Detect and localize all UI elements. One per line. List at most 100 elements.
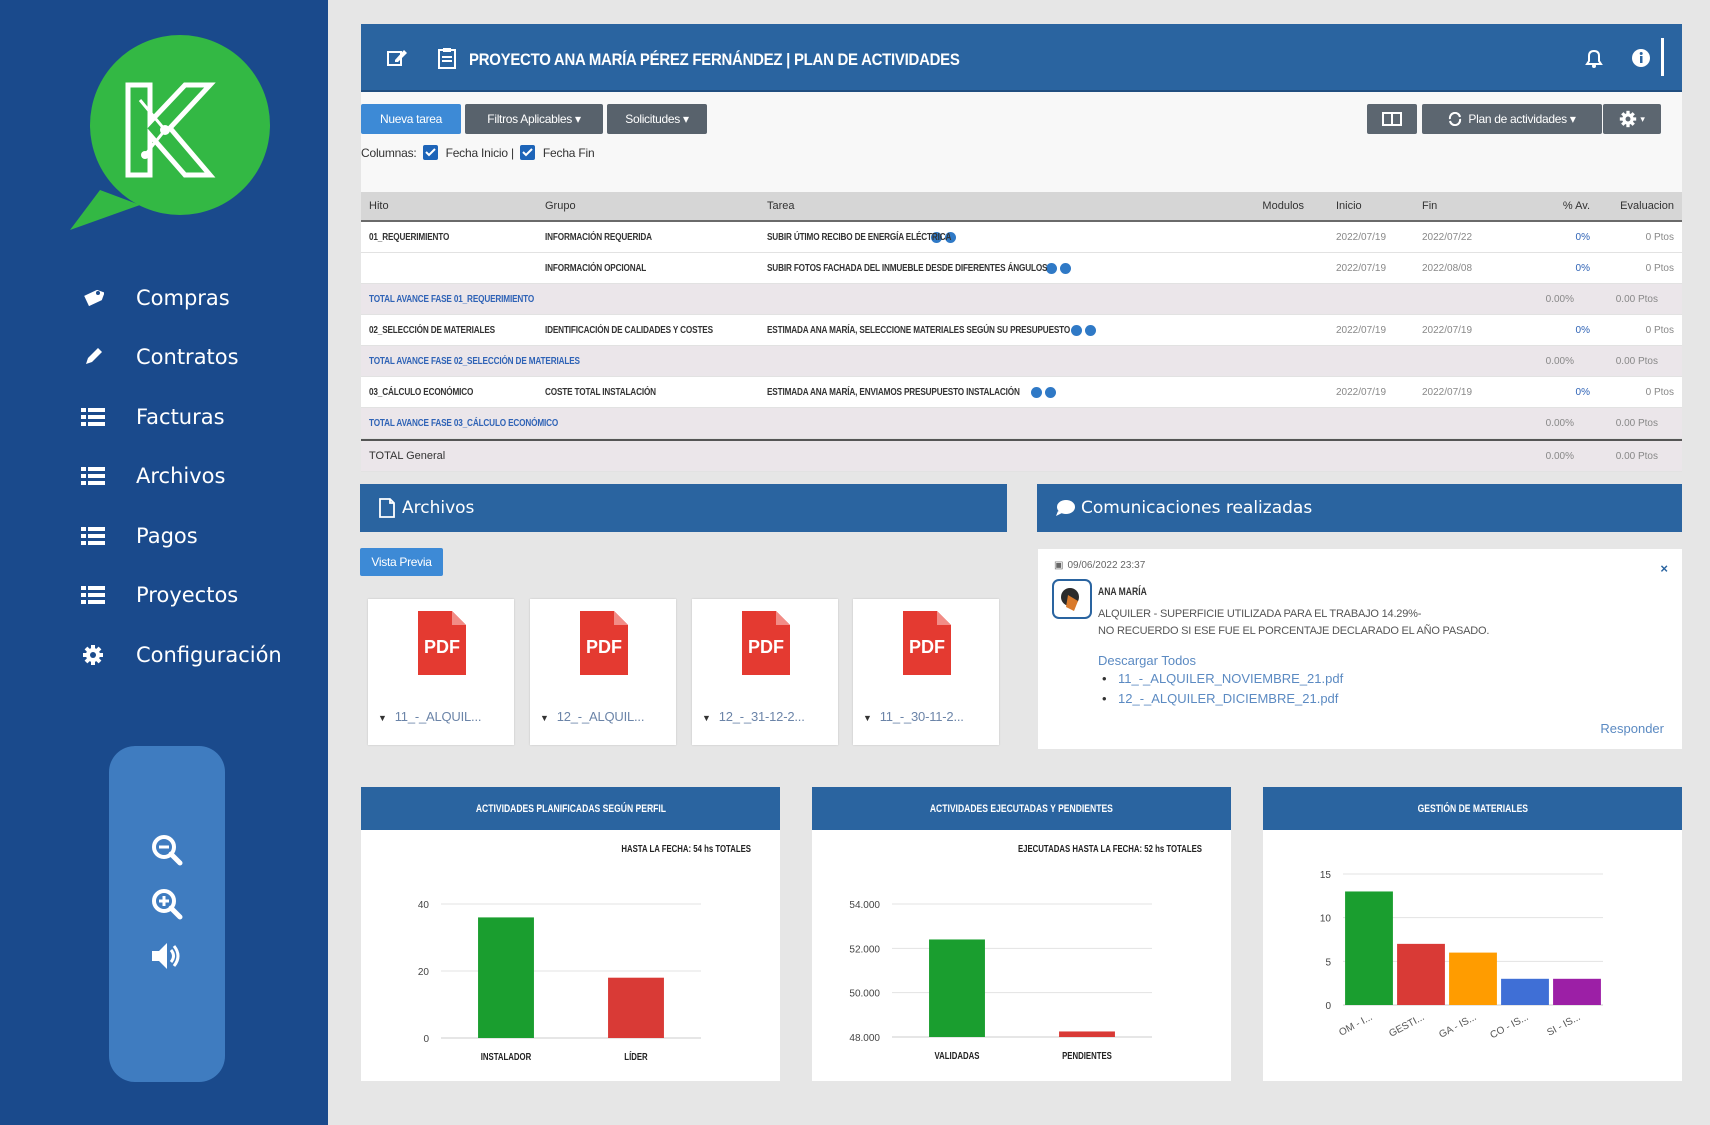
evaluation-cell: 0 Ptos (1645, 231, 1674, 243)
calendar-icon: ▣ (1054, 560, 1064, 571)
pen-icon (80, 344, 106, 370)
info-icon[interactable] (931, 231, 943, 243)
list-icon (80, 404, 106, 430)
column-header[interactable]: Modulos (1262, 200, 1304, 212)
requests-dropdown[interactable]: Solicitudes ▾ (607, 104, 707, 134)
file-name[interactable]: ▼ 12_-_31-12-2... (702, 709, 805, 724)
tarea-cell[interactable]: SUBIR FOTOS FACHADA DEL INMUEBLE DESDE D… (767, 262, 1048, 274)
file-card[interactable]: PDF ▼ 12_-_ALQUIL... (530, 599, 676, 745)
y-tick-label: 5 (1325, 957, 1331, 968)
close-icon[interactable]: × (1660, 561, 1668, 576)
info-icon[interactable] (1629, 46, 1653, 70)
plan-dropdown-label: Plan de actividades ▾ (1468, 112, 1576, 126)
sidebar-item-pagos[interactable]: Pagos (0, 506, 328, 566)
users-icon[interactable] (1084, 324, 1096, 336)
file-card[interactable]: PDF ▼ 11_-_ALQUIL... (368, 599, 514, 745)
table-row[interactable]: 01_REQUERIMIENTO INFORMACIÓN REQUERIDA S… (361, 222, 1682, 253)
progress-cell: 0% (1575, 231, 1590, 243)
sidebar-item-label: Pagos (136, 523, 198, 548)
file-name-label: 11_-_ALQUIL... (394, 709, 482, 724)
phase-total-label: TOTAL AVANCE FASE 02_SELECCIÓN DE MATERI… (369, 355, 580, 367)
fecha-inicio-checkbox[interactable] (422, 145, 438, 160)
chart-card: ACTIVIDADES PLANIFICADAS SEGÚN PERFIL HA… (361, 787, 780, 1081)
sidebar-item-configuracion[interactable]: Configuración (0, 625, 328, 685)
y-tick-label: 40 (418, 900, 430, 911)
y-tick-label: 15 (1320, 870, 1332, 881)
app-logo-icon (70, 35, 270, 230)
info-icon[interactable] (1031, 386, 1043, 398)
column-header[interactable]: Fin (1422, 200, 1438, 212)
communication-card: ▣ 09/06/2022 23:37 × ANA MARÍA ALQUILER -… (1038, 549, 1682, 749)
file-name[interactable]: ▼ 12_-_ALQUIL... (540, 709, 644, 724)
columns-icon (1382, 112, 1402, 126)
users-icon[interactable] (1060, 262, 1072, 274)
preview-button[interactable]: Vista Previa (360, 548, 443, 576)
sidebar-item-contratos[interactable]: Contratos (0, 328, 328, 388)
fecha-fin-checkbox[interactable] (519, 145, 535, 160)
chevron-down-icon: ▼ (378, 713, 387, 723)
sidebar-item-label: Compras (136, 285, 230, 310)
sidebar-item-compras[interactable]: Compras (0, 268, 328, 328)
info-icon[interactable] (1046, 262, 1058, 274)
settings-dropdown[interactable]: ▾ (1603, 104, 1661, 134)
file-card[interactable]: PDF ▼ 11_-_30-11-2... (853, 599, 999, 745)
edit-icon[interactable] (385, 46, 409, 70)
sidebar-item-archivos[interactable]: Archivos (0, 447, 328, 507)
chart-card: GESTIÓN DE MATERIALES 0 5 10 15 OM - I... GES… (1263, 787, 1682, 1081)
grupo-cell: INFORMACIÓN REQUERIDA (545, 231, 652, 243)
evaluation-cell: 0.00 Ptos (1615, 355, 1658, 367)
tarea-cell[interactable]: ESTIMADA ANA MARÍA, ENVIAMOS PRESUPUESTO… (767, 386, 1020, 398)
column-header[interactable]: Grupo (545, 200, 576, 212)
plan-dropdown[interactable]: Plan de actividades ▾ (1422, 104, 1602, 134)
message-line: ALQUILER - SUPERFICIE UTILIZADA PARA EL … (1098, 608, 1422, 620)
sidebar-item-label: Proyectos (136, 583, 239, 608)
x-tick-label: SI - IS... (1545, 1012, 1582, 1039)
reply-link[interactable]: Responder (1600, 721, 1664, 736)
tag-icon (80, 285, 106, 311)
download-all-link[interactable]: Descargar Todos (1098, 653, 1197, 668)
tarea-cell[interactable]: SUBIR ÚTIMO RECIBO DE ENERGÍA ELÉCTRICA (767, 231, 952, 243)
gear-icon (1620, 110, 1637, 128)
column-header[interactable]: Evaluacion (1620, 200, 1674, 212)
bar (1397, 943, 1445, 1005)
y-tick-label: 20 (418, 967, 430, 978)
chart-subtitle: HASTA LA FECHA: 54 hs TOTALES (621, 843, 751, 854)
chart-header: GESTIÓN DE MATERIALES (1263, 787, 1682, 830)
users-icon[interactable] (1045, 386, 1057, 398)
column-header[interactable]: Inicio (1336, 200, 1362, 212)
chart-title: GESTIÓN DE MATERIALES (1417, 802, 1528, 815)
zoom-out-icon[interactable] (149, 832, 185, 868)
attachment-link[interactable]: 11_-_ALQUILER_NOVIEMBRE_21.pdf (1102, 671, 1343, 691)
users-icon[interactable] (945, 231, 957, 243)
table-row[interactable]: 02_SELECCIÓN DE MATERIALES IDENTIFICACIÓ… (361, 315, 1682, 346)
inicio-cell: 2022/07/19 (1336, 262, 1387, 274)
view-toggle-button[interactable] (1367, 104, 1417, 134)
file-card[interactable]: PDF ▼ 12_-_31-12-2... (692, 599, 838, 745)
bell-icon[interactable] (1582, 46, 1606, 70)
zoom-in-icon[interactable] (149, 886, 185, 922)
page-title: PROYECTO ANA MARÍA PÉREZ FERNÁNDEZ | PLA… (469, 50, 960, 69)
new-task-button[interactable]: Nueva tarea (361, 104, 461, 134)
column-header[interactable]: Tarea (767, 200, 795, 212)
file-icon (379, 498, 395, 518)
list-icon (80, 582, 106, 608)
page-header: PROYECTO ANA MARÍA PÉREZ FERNÁNDEZ | PLA… (361, 24, 1682, 92)
filters-dropdown[interactable]: Filtros Aplicables ▾ (465, 104, 603, 134)
column-header[interactable]: % Av. (1562, 200, 1590, 212)
progress-cell: 0% (1575, 386, 1590, 398)
column-header[interactable]: Hito (369, 200, 389, 212)
sidebar-item-facturas[interactable]: Facturas (0, 387, 328, 447)
speaker-icon[interactable] (149, 938, 185, 974)
pdf-label: PDF (748, 637, 784, 657)
table-row[interactable]: INFORMACIÓN OPCIONAL SUBIR FOTOS FACHADA… (361, 253, 1682, 284)
message-date: ▣ 09/06/2022 23:37 (1054, 560, 1145, 571)
sidebar-item-proyectos[interactable]: Proyectos (0, 566, 328, 626)
file-name[interactable]: ▼ 11_-_ALQUIL... (378, 709, 481, 724)
attachment-link[interactable]: 12_-_ALQUILER_DICIEMBRE_21.pdf (1102, 691, 1343, 711)
file-name[interactable]: ▼ 11_-_30-11-2... (863, 709, 964, 724)
tarea-cell[interactable]: ESTIMADA ANA MARÍA, SELECCIONE MATERIALE… (767, 324, 1071, 336)
phase-total-label: TOTAL AVANCE FASE 01_REQUERIMIENTO (369, 293, 535, 305)
table-row[interactable]: 03_CÁLCULO ECONÓMICO COSTE TOTAL INSTALA… (361, 377, 1682, 408)
phase-total-row: TOTAL AVANCE FASE 02_SELECCIÓN DE MATERI… (361, 346, 1682, 377)
info-icon[interactable] (1070, 324, 1082, 336)
